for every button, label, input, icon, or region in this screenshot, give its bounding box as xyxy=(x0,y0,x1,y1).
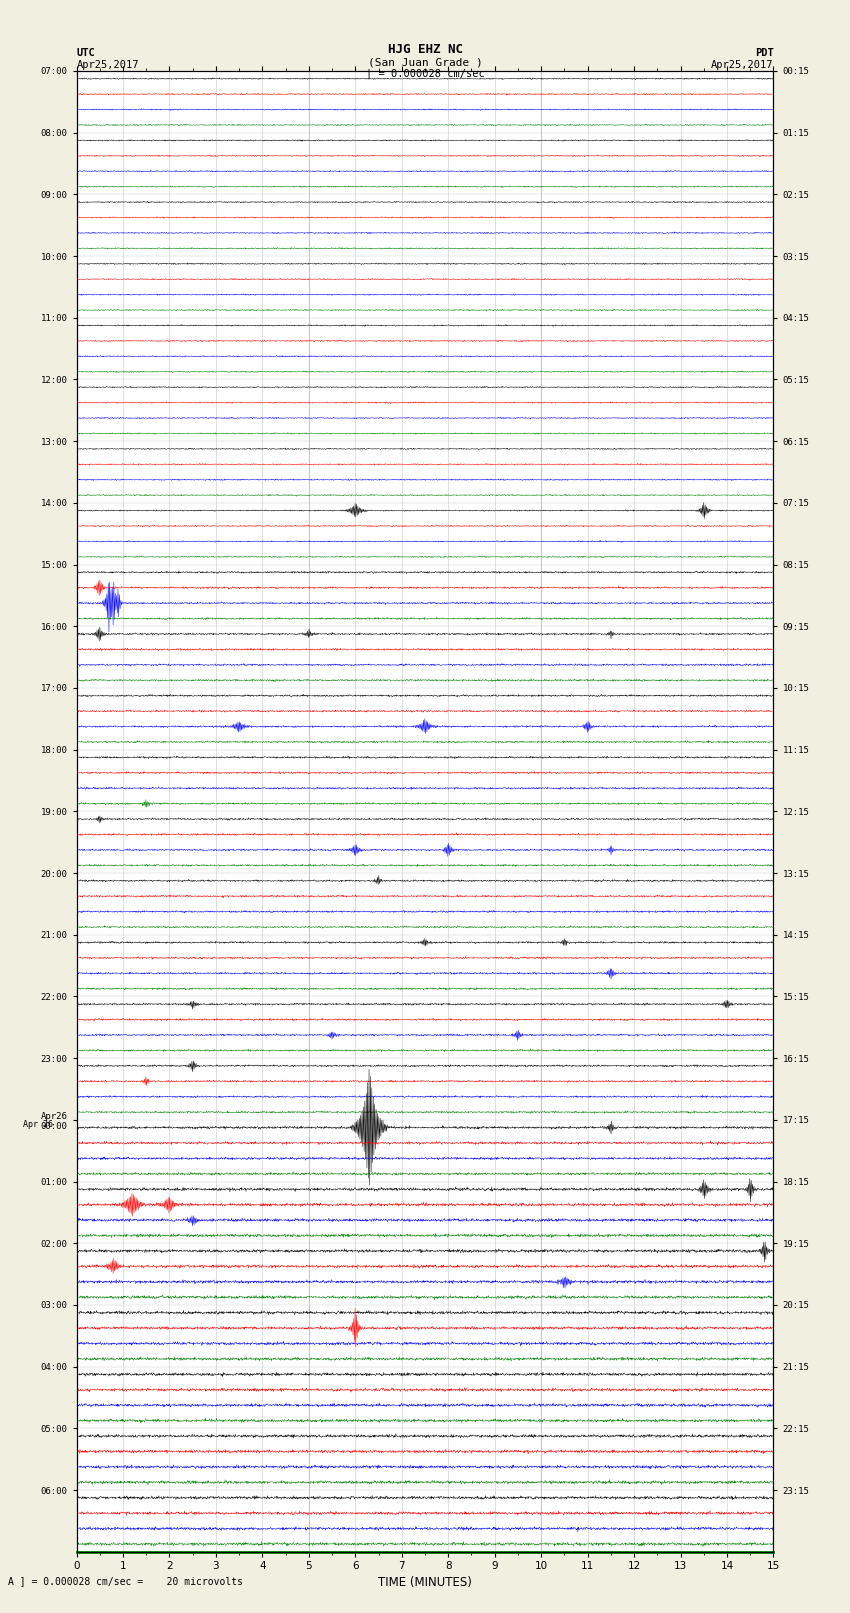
Text: Apr25,2017: Apr25,2017 xyxy=(76,60,139,69)
Text: Apr 26: Apr 26 xyxy=(23,1119,54,1129)
Text: HJG EHZ NC: HJG EHZ NC xyxy=(388,42,462,56)
X-axis label: TIME (MINUTES): TIME (MINUTES) xyxy=(378,1576,472,1589)
Text: PDT: PDT xyxy=(755,48,774,58)
Text: Apr25,2017: Apr25,2017 xyxy=(711,60,774,69)
Text: A ] = 0.000028 cm/sec =    20 microvolts: A ] = 0.000028 cm/sec = 20 microvolts xyxy=(8,1576,243,1586)
Text: (San Juan Grade ): (San Juan Grade ) xyxy=(367,58,483,68)
Text: UTC: UTC xyxy=(76,48,95,58)
Text: | = 0.000028 cm/sec: | = 0.000028 cm/sec xyxy=(366,68,484,79)
